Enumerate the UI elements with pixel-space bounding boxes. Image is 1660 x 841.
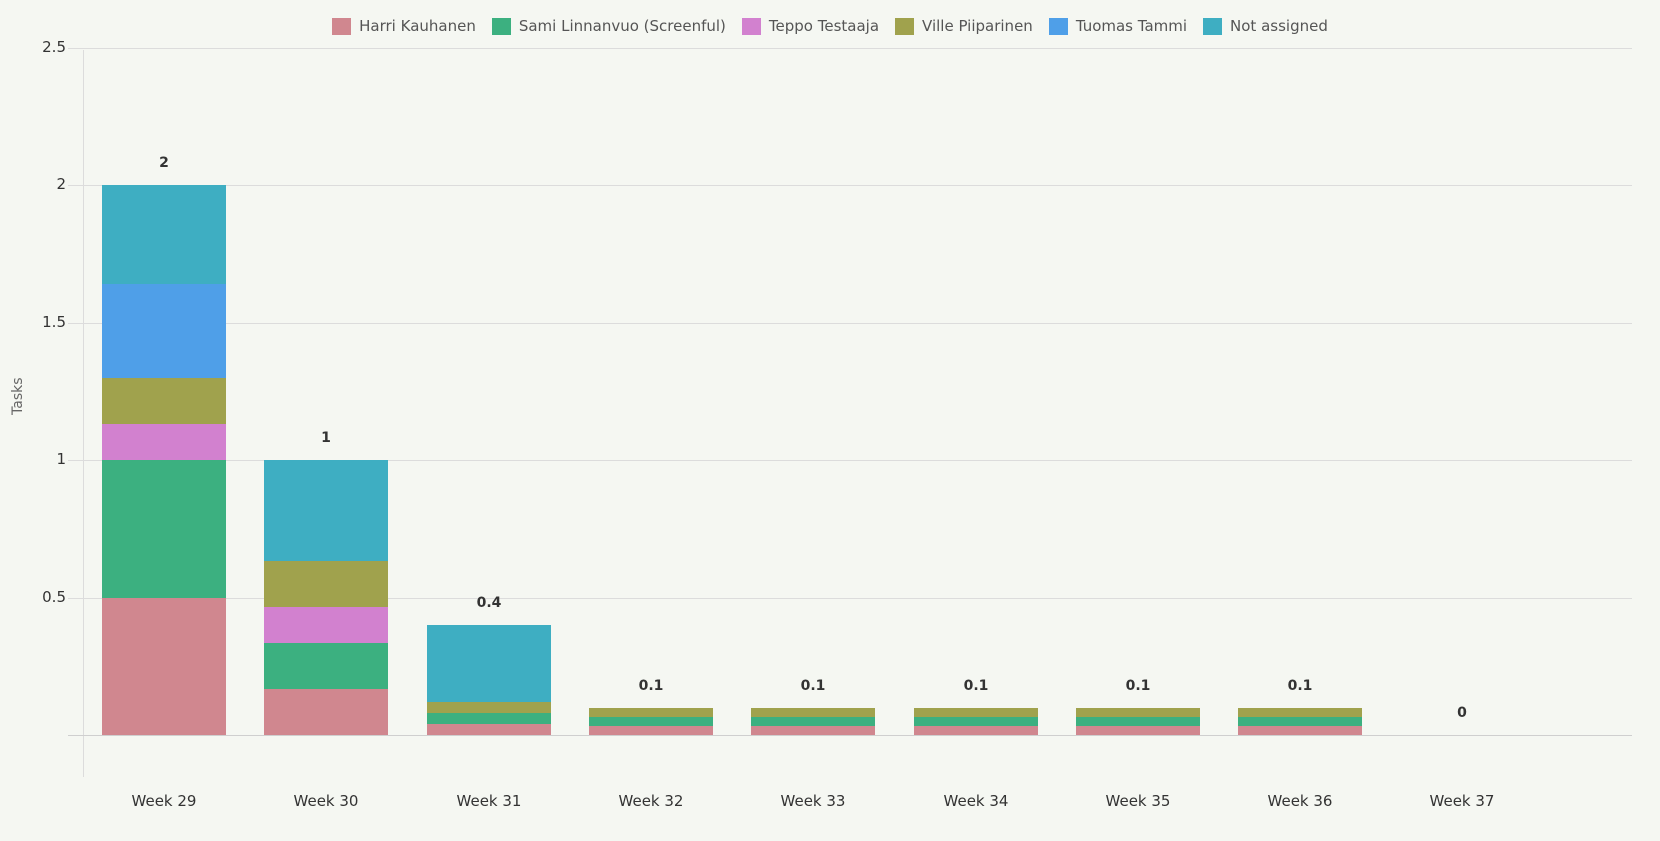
bar-total-label: 0.1 [963, 677, 989, 694]
legend-swatch-icon [741, 17, 761, 35]
bar-stack[interactable] [1076, 707, 1200, 735]
bar-segment[interactable] [427, 625, 551, 703]
x-tick-label: Week 31 [456, 792, 522, 810]
y-axis-line [83, 50, 84, 777]
gridline [68, 598, 1632, 599]
bar-segment[interactable] [751, 725, 875, 735]
y-tick-label: 1 [56, 450, 66, 468]
legend-label: Harri Kauhanen [359, 17, 476, 35]
bar-segment[interactable] [427, 724, 551, 735]
legend-swatch-icon [332, 17, 352, 35]
legend-swatch-icon [895, 17, 915, 35]
legend-item[interactable]: Ville Piiparinen [895, 17, 1033, 35]
bar-segment[interactable] [1238, 716, 1362, 726]
bar-segment[interactable] [427, 713, 551, 724]
legend-label: Tuomas Tammi [1075, 17, 1188, 35]
bar-stack[interactable] [914, 707, 1038, 735]
bar-segment[interactable] [1076, 725, 1200, 735]
legend-item[interactable]: Teppo Testaaja [741, 17, 880, 35]
bar-total-label: 0.1 [1287, 677, 1313, 694]
bar-segment[interactable] [264, 560, 388, 607]
bar-total-label: 0 [1457, 705, 1467, 721]
legend-swatch-icon [491, 17, 511, 35]
bar-segment[interactable] [1238, 725, 1362, 735]
bar-stack[interactable] [751, 707, 875, 735]
y-tick-label: 1.5 [42, 313, 66, 331]
bar-segment[interactable] [589, 725, 713, 735]
x-tick-label: Week 29 [131, 792, 197, 810]
bar-segment[interactable] [589, 707, 713, 717]
bar-segment[interactable] [264, 689, 388, 735]
bar-stack[interactable] [264, 460, 388, 735]
legend-item[interactable]: Harri Kauhanen [332, 17, 476, 35]
bar-segment[interactable] [1076, 707, 1200, 717]
bar-segment[interactable] [102, 460, 226, 598]
bar-stack[interactable] [427, 625, 551, 735]
bar-segment[interactable] [102, 185, 226, 284]
bar-segment[interactable] [914, 707, 1038, 717]
y-tick-label: 0.5 [42, 588, 66, 606]
bar-total-label: 0.1 [800, 677, 826, 694]
legend-label: Sami Linnanvuo (Screenful) [518, 17, 726, 35]
x-tick-label: Week 37 [1429, 792, 1495, 810]
bar-segment[interactable] [264, 460, 388, 561]
legend-item[interactable]: Not assigned [1203, 17, 1328, 35]
x-tick-label: Week 35 [1105, 792, 1171, 810]
y-axis-label: Tasks [10, 377, 26, 415]
y-tick-label: 2.5 [42, 38, 66, 56]
x-tick-label: Week 32 [618, 792, 684, 810]
bar-segment[interactable] [102, 377, 226, 424]
bar-total-label: 2 [159, 155, 169, 172]
legend-item[interactable]: Sami Linnanvuo (Screenful) [491, 17, 726, 35]
bar-segment[interactable] [589, 716, 713, 726]
x-tick-label: Week 34 [943, 792, 1009, 810]
gridline [68, 460, 1632, 461]
x-tick-label: Week 30 [293, 792, 359, 810]
bar-segment[interactable] [427, 702, 551, 714]
bar-segment[interactable] [914, 716, 1038, 726]
bar-segment[interactable] [102, 423, 226, 461]
legend-item[interactable]: Tuomas Tammi [1048, 17, 1188, 35]
bar-total-label: 0.1 [638, 677, 664, 694]
legend-label: Not assigned [1230, 17, 1328, 35]
bar-segment[interactable] [914, 725, 1038, 735]
bar-total-label: 0.4 [476, 595, 502, 612]
bar-segment[interactable] [102, 597, 226, 735]
bar-total-label: 1 [321, 430, 331, 447]
chart-legend: Harri Kauhanen Sami Linnanvuo (Screenful)… [0, 17, 1660, 35]
legend-label: Teppo Testaaja [768, 17, 880, 35]
gridline [68, 185, 1632, 186]
gridline [68, 48, 1632, 49]
bar-segment[interactable] [264, 643, 388, 690]
bar-segment[interactable] [264, 606, 388, 644]
y-tick-label: 2 [56, 175, 66, 193]
legend-swatch-icon [1048, 17, 1068, 35]
bar-segment[interactable] [1238, 707, 1362, 717]
bar-stack[interactable] [589, 707, 713, 735]
bar-segment[interactable] [1076, 716, 1200, 726]
bar-stack[interactable] [1238, 707, 1362, 735]
bar-segment[interactable] [102, 283, 226, 378]
bar-total-label: 0.1 [1125, 677, 1151, 694]
bar-stack[interactable] [102, 185, 226, 735]
x-axis-line [68, 735, 1632, 736]
gridline [68, 323, 1632, 324]
legend-swatch-icon [1203, 17, 1223, 35]
x-tick-label: Week 33 [780, 792, 846, 810]
x-tick-label: Week 36 [1267, 792, 1333, 810]
legend-label: Ville Piiparinen [922, 17, 1033, 35]
bar-segment[interactable] [751, 707, 875, 717]
bar-segment[interactable] [751, 716, 875, 726]
